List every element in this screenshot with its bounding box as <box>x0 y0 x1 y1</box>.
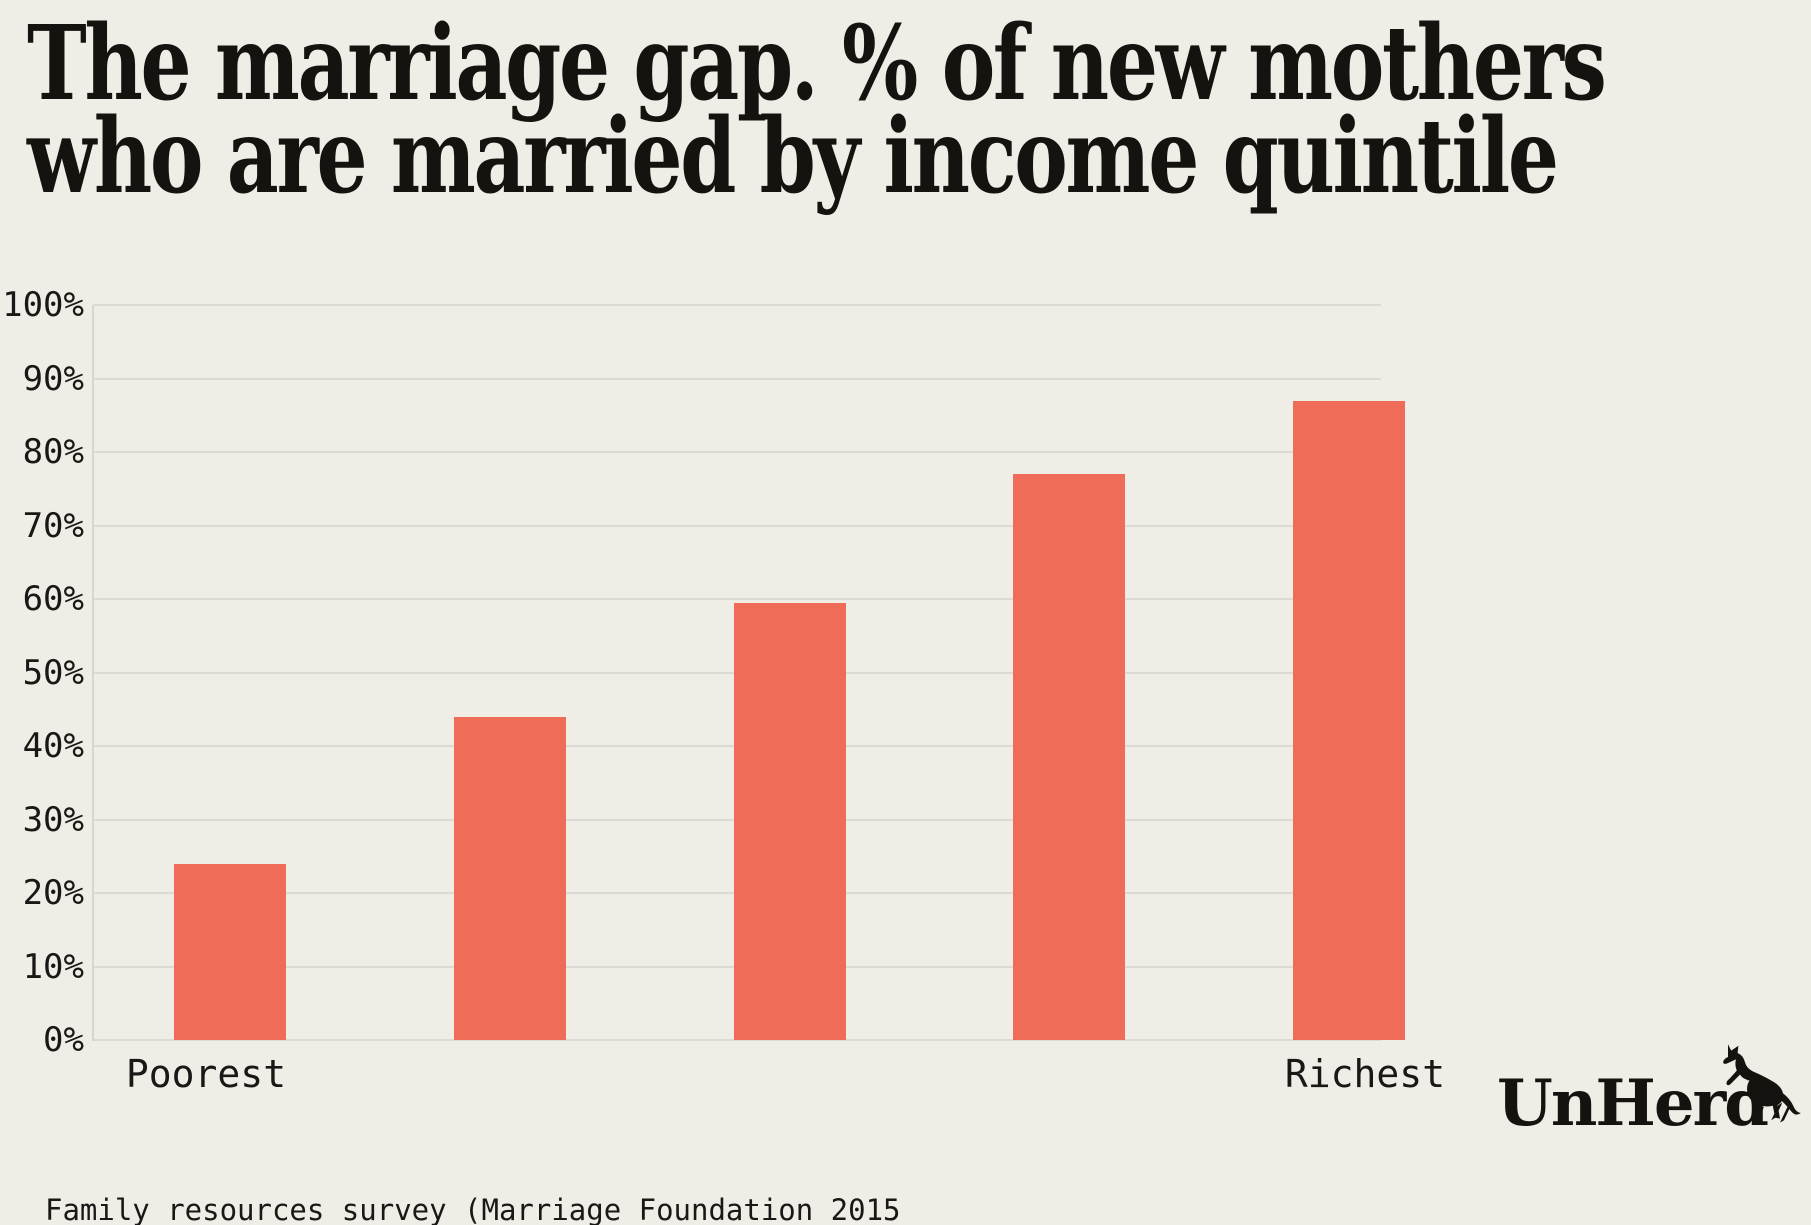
gridline-80 <box>93 451 1381 453</box>
y-tick-label-80: 80% <box>22 432 84 472</box>
gridline-90 <box>93 377 1381 380</box>
source-note: Family resources survey (Marriage Founda… <box>45 1193 901 1225</box>
brand-wordmark: UnHerd <box>1497 1066 1769 1141</box>
y-tick-label-40: 40% <box>22 726 84 766</box>
y-axis-line <box>92 305 94 1041</box>
gridline-0 <box>93 1039 1381 1041</box>
y-tick-label-0: 0% <box>43 1020 84 1060</box>
y-tick-label-20: 20% <box>22 873 84 913</box>
chart-title-line2: who are married by income quintile <box>27 95 1559 217</box>
chart-title-line1: The marriage gap. % of new mothers <box>27 3 1607 124</box>
gridline-70 <box>93 524 1381 527</box>
gridline-100 <box>93 304 1381 306</box>
y-tick-label-30: 30% <box>22 799 84 840</box>
x-category-label-poorest: Poorest <box>125 1052 287 1096</box>
gridline-60 <box>93 598 1381 600</box>
y-tick-label-60: 60% <box>22 579 84 619</box>
x-category-label-richest: Richest <box>1284 1052 1446 1096</box>
bar-quintile-2 <box>453 716 566 1040</box>
y-tick-label-50: 50% <box>22 652 84 693</box>
y-tick-label-90: 90% <box>22 358 84 399</box>
bar-poorest <box>174 863 286 1040</box>
rearing-cow-icon <box>1708 1036 1804 1126</box>
bar-richest <box>1293 400 1405 1040</box>
y-tick-label-10: 10% <box>22 946 84 987</box>
y-tick-label-70: 70% <box>22 505 84 546</box>
brand-logo: UnHerd <box>1497 1066 1769 1141</box>
bar-quintile-4 <box>1013 474 1126 1040</box>
chart-title: The marriage gap. % of new mothers who ar… <box>27 12 1607 208</box>
y-tick-label-100: 100% <box>2 285 84 325</box>
bar-quintile-3 <box>733 602 846 1040</box>
